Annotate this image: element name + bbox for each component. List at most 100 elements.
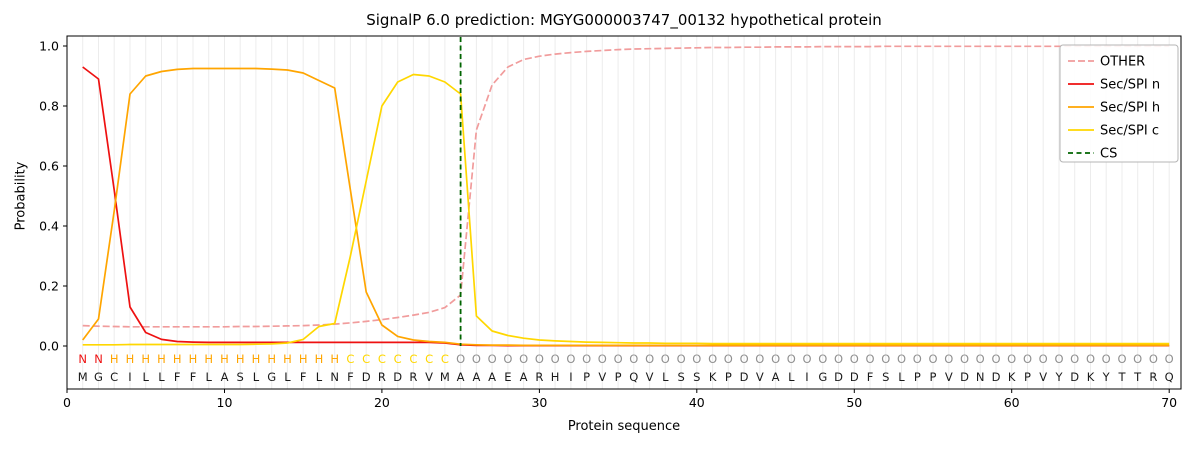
region-letter: O	[677, 352, 686, 366]
series-curves	[82, 45, 1170, 347]
region-letter: N	[78, 352, 87, 366]
residue-letter: F	[300, 370, 307, 384]
legend-box	[1059, 44, 1179, 163]
residue-letter: R	[378, 370, 386, 384]
residue-letter: I	[569, 370, 572, 384]
plot-frame	[66, 35, 1182, 390]
region-letter: O	[472, 352, 481, 366]
region-letter: O	[1023, 352, 1032, 366]
region-letter: H	[126, 352, 135, 366]
region-letter: H	[267, 352, 276, 366]
region-letter: O	[566, 352, 575, 366]
residue-letter: S	[677, 370, 684, 384]
region-letter: O	[724, 352, 733, 366]
region-letter: C	[394, 352, 402, 366]
residue-letter: D	[992, 370, 1001, 384]
legend-label: OTHER	[1100, 55, 1145, 70]
residue-letter: R	[1149, 370, 1157, 384]
residue-letter: A	[457, 370, 465, 384]
y-axis-label: Probability	[13, 161, 29, 231]
region-letter: O	[598, 352, 607, 366]
x-tick-label: 30	[531, 395, 547, 410]
series-sec-spi-c	[82, 73, 1170, 346]
y-tick-label: 0.4	[39, 219, 59, 234]
region-letter: H	[283, 352, 292, 366]
region-letter: O	[740, 352, 749, 366]
x-tick-label: 50	[846, 395, 862, 410]
region-letter: O	[1117, 352, 1126, 366]
region-letter: H	[157, 352, 166, 366]
region-letter: O	[1070, 352, 1079, 366]
region-letter: O	[535, 352, 544, 366]
region-letter: O	[582, 352, 591, 366]
residue-letter: D	[834, 370, 843, 384]
x-tick-label: 20	[374, 395, 390, 410]
region-letter: C	[441, 352, 449, 366]
region-letter: O	[488, 352, 497, 366]
region-letter: C	[362, 352, 370, 366]
residue-letter: D	[850, 370, 859, 384]
residue-letter: V	[598, 370, 606, 384]
residue-letter: P	[930, 370, 937, 384]
x-tick-label: 40	[689, 395, 705, 410]
x-axis-ticks: 0 10 20 30 40 50 60 70	[63, 389, 1177, 410]
region-letter: O	[881, 352, 890, 366]
residue-letter: M	[440, 370, 450, 384]
region-letter: O	[913, 352, 922, 366]
residue-letter: K	[1087, 370, 1095, 384]
residue-letter: A	[772, 370, 780, 384]
residue-letter: G	[94, 370, 103, 384]
region-letter: O	[818, 352, 827, 366]
region-letter: H	[141, 352, 150, 366]
region-letter: O	[1054, 352, 1063, 366]
y-tick-label: 0.0	[39, 339, 59, 354]
residue-letter: Y	[1054, 370, 1063, 384]
region-letter: H	[173, 352, 182, 366]
residue-letter: V	[425, 370, 433, 384]
residue-letter: V	[1039, 370, 1047, 384]
residue-letter: Y	[1102, 370, 1111, 384]
chart-title: SignalP 6.0 prediction: MGYG000003747_00…	[366, 11, 882, 29]
region-letter: O	[897, 352, 906, 366]
residue-letter: L	[158, 370, 165, 384]
region-letter: C	[425, 352, 433, 366]
region-letter: O	[1133, 352, 1142, 366]
region-letter: N	[94, 352, 103, 366]
residue-letter: P	[583, 370, 590, 384]
residue-letter: A	[488, 370, 496, 384]
region-letter: O	[991, 352, 1000, 366]
residue-letter: D	[960, 370, 969, 384]
region-letter: O	[1007, 352, 1016, 366]
residue-letter: L	[788, 370, 795, 384]
region-letter: H	[330, 352, 339, 366]
residue-letter: N	[330, 370, 339, 384]
region-letter: H	[315, 352, 324, 366]
region-letter: O	[865, 352, 874, 366]
residue-letter: G	[267, 370, 276, 384]
residue-letter: S	[693, 370, 700, 384]
region-letter: C	[346, 352, 354, 366]
legend-label: Sec/SPI n	[1100, 78, 1160, 93]
region-letter: O	[645, 352, 654, 366]
residue-letter: H	[551, 370, 560, 384]
residue-letter: F	[347, 370, 354, 384]
region-letter: C	[409, 352, 417, 366]
region-letter: O	[551, 352, 560, 366]
x-tick-label: 70	[1161, 395, 1177, 410]
residue-letter: L	[662, 370, 669, 384]
region-letter: O	[944, 352, 953, 366]
region-letter: O	[771, 352, 780, 366]
residue-letter: V	[945, 370, 953, 384]
x-tick-label: 60	[1004, 395, 1020, 410]
region-letter: O	[1149, 352, 1158, 366]
y-axis-ticks: 0.0 0.2 0.4 0.6 0.8 1.0	[39, 39, 67, 354]
residue-letter: A	[520, 370, 528, 384]
series-sec-spi-n	[82, 66, 1170, 347]
residue-letter: D	[393, 370, 402, 384]
region-letter: O	[755, 352, 764, 366]
region-letter: O	[661, 352, 670, 366]
residue-letter: L	[898, 370, 905, 384]
x-axis-label: Protein sequence	[567, 419, 681, 434]
residue-letter: L	[316, 370, 323, 384]
region-letter: H	[299, 352, 308, 366]
